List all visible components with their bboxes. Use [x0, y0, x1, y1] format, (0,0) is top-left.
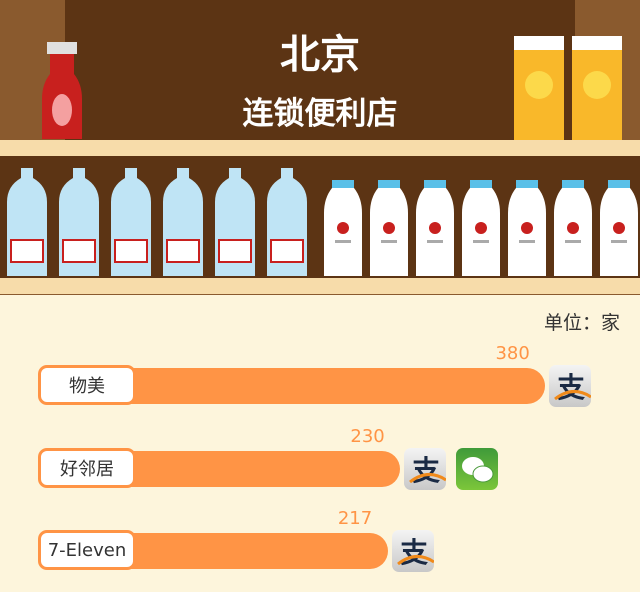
alipay-icon: 支: [549, 365, 593, 407]
juice-cartons: [514, 36, 622, 140]
alipay-icon: 支: [391, 530, 435, 572]
category-label: 物美: [38, 365, 136, 405]
wechat-pay-icon: [456, 448, 499, 490]
shelf-illustration: [0, 0, 640, 295]
bar: [130, 451, 401, 487]
category-label: 7-Eleven: [38, 530, 136, 570]
value-label: 230: [350, 426, 385, 447]
alipay-icon: 支: [404, 448, 448, 490]
bar: [130, 533, 388, 569]
subtitle: 连锁便利店: [242, 96, 398, 132]
milk-bottles: [324, 180, 638, 276]
value-label: 380: [495, 343, 530, 364]
ketchup-bottle: [42, 42, 82, 139]
bar: [130, 368, 546, 404]
category-label: 好邻居: [38, 448, 136, 488]
svg-text:支: 支: [557, 371, 585, 404]
water-bottles: [7, 168, 307, 276]
city-title: 北京: [280, 32, 360, 78]
svg-text:支: 支: [412, 454, 440, 487]
svg-text:支: 支: [400, 536, 428, 569]
unit-label: 单位：家: [543, 312, 620, 334]
value-label: 217: [337, 508, 373, 529]
